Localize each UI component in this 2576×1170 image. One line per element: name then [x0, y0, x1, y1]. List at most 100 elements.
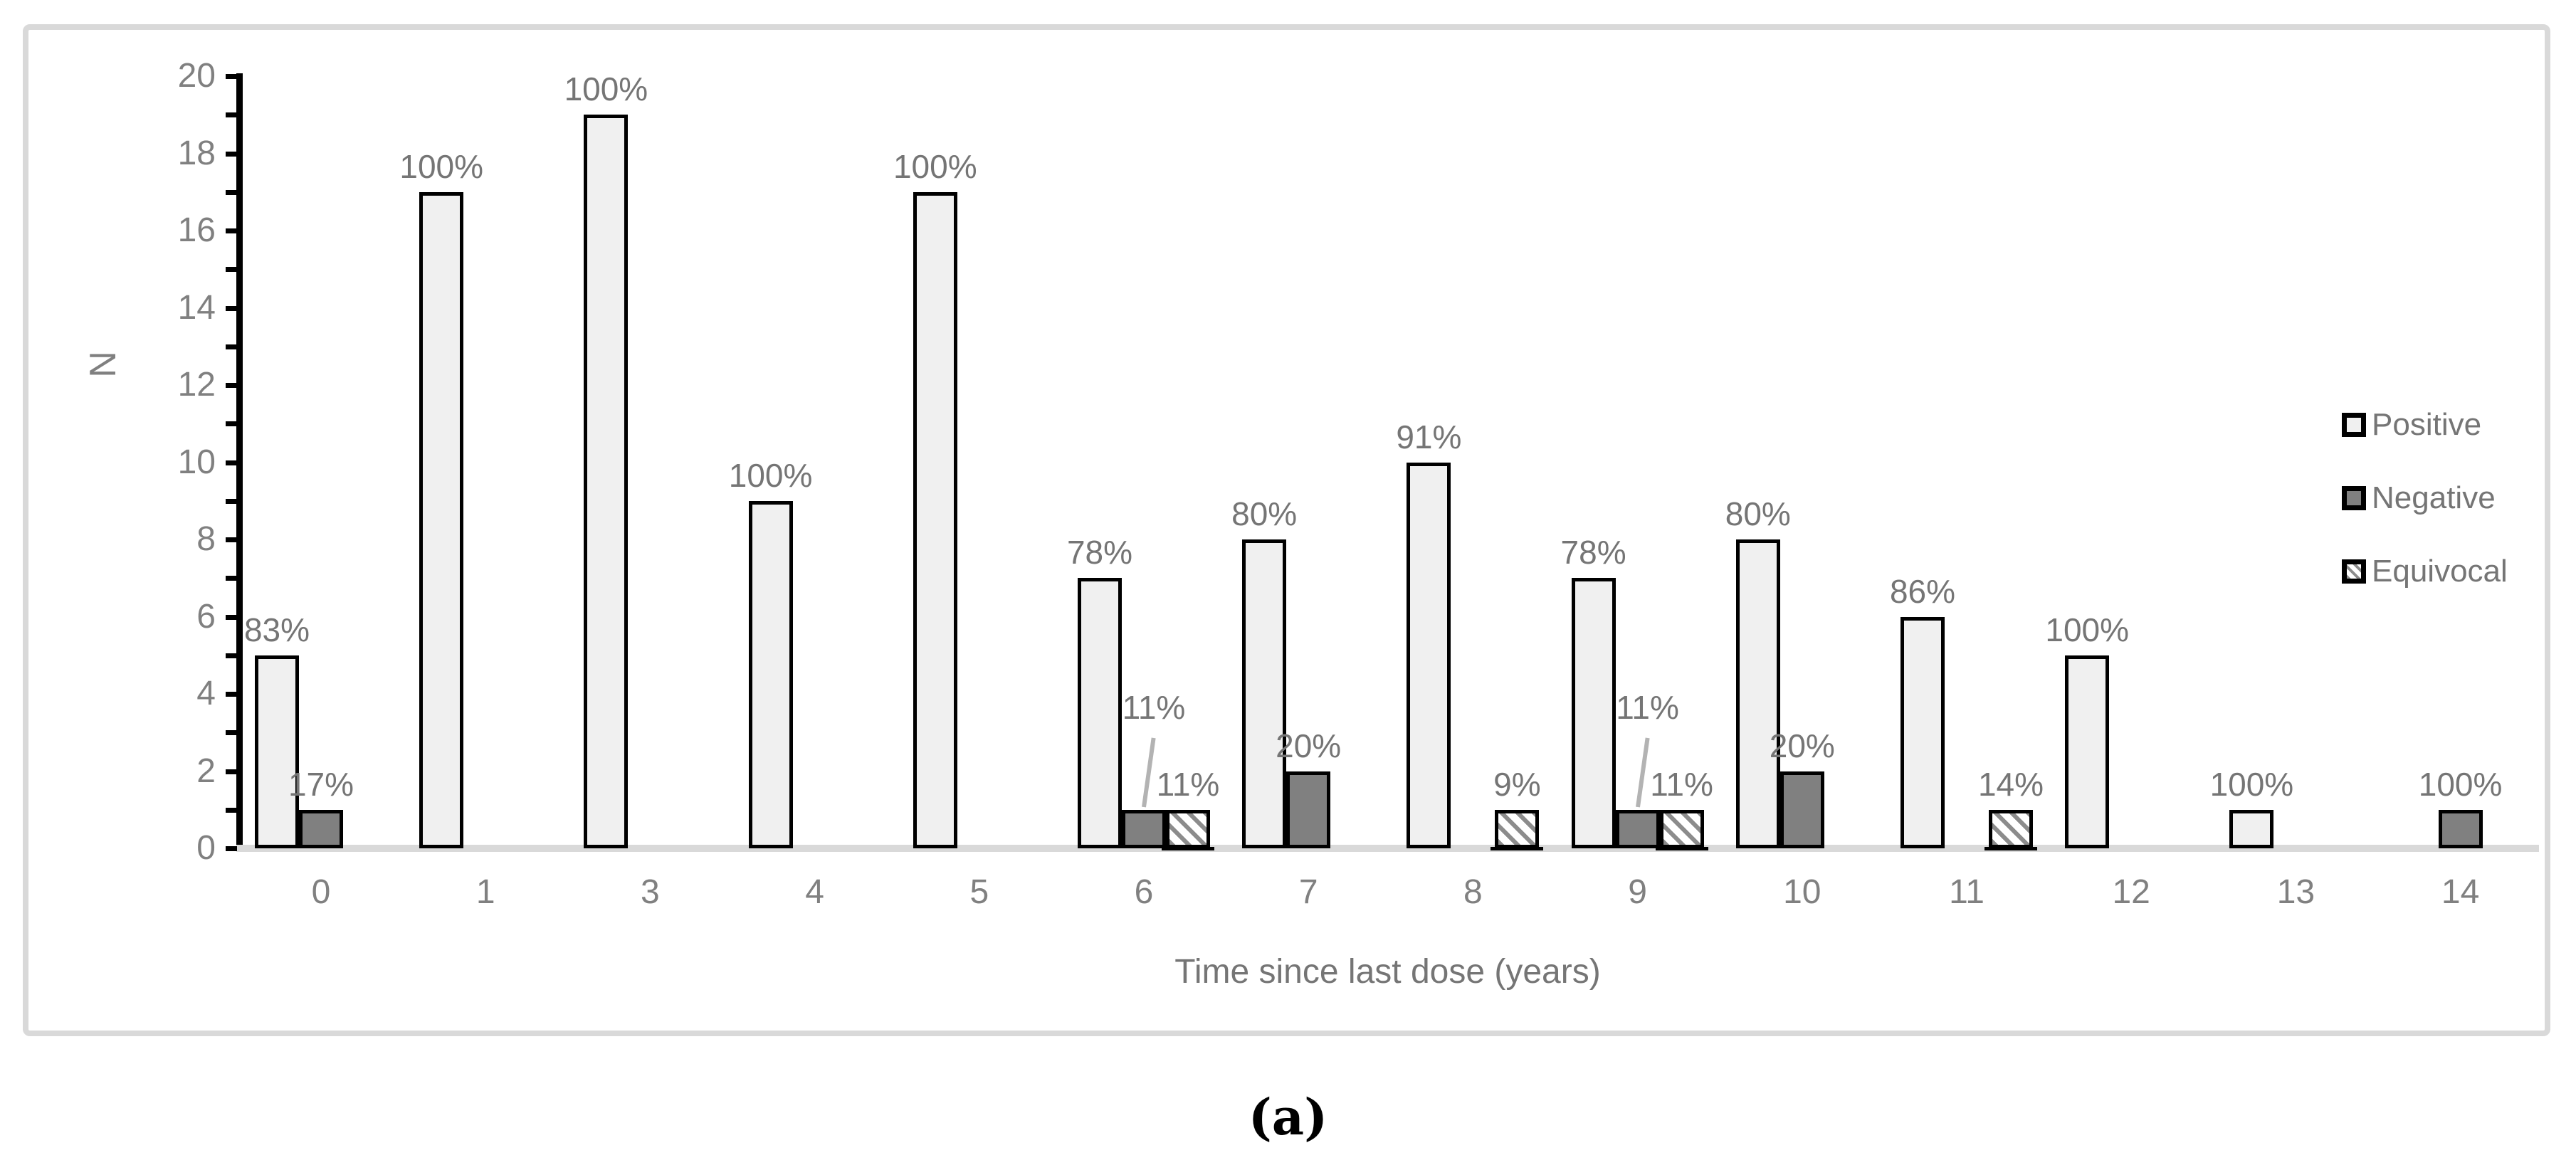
bar-value-label: 80% [1231, 495, 1298, 532]
bar-value-label: 100% [2209, 765, 2294, 803]
bar-value-label: 17% [288, 765, 354, 803]
bar-positive [2065, 655, 2110, 848]
y-tick-label: 10 [177, 443, 216, 481]
bar-value-label: 100% [399, 147, 484, 185]
y-axis-tick [226, 74, 237, 79]
y-axis-tick [226, 807, 237, 813]
figure-caption: (a) [1248, 1087, 1328, 1147]
bar-positive [1571, 578, 1616, 848]
bar-value-label: 20% [1276, 727, 1342, 764]
bar-value-label: 78% [1560, 534, 1626, 571]
bar-value-label: 9% [1493, 765, 1541, 803]
y-tick-label: 14 [177, 288, 216, 327]
y-axis-tick [226, 614, 237, 620]
bar-value-label: 100% [728, 456, 813, 494]
x-tick-label: 6 [1134, 873, 1154, 911]
legend-label: Negative [2372, 480, 2496, 515]
y-tick-label: 16 [177, 211, 216, 249]
x-tick-label: 13 [2276, 873, 2315, 911]
bar-value-label: 78% [1066, 534, 1133, 571]
positive-swatch-icon [2342, 413, 2366, 437]
bar-value-label: 86% [1889, 572, 1956, 610]
x-tick-label: 4 [805, 873, 824, 911]
bar-value-label: 14% [1977, 765, 2044, 803]
bar-positive [1407, 462, 1451, 848]
x-tick-label: 14 [2441, 873, 2480, 911]
x-tick-label: 10 [1783, 873, 1821, 911]
y-axis-tick [226, 305, 237, 311]
bar-positive [1735, 539, 1780, 848]
y-axis-tick [226, 267, 237, 273]
bar-equivocal [1659, 809, 1704, 848]
bar-positive [913, 191, 957, 848]
y-tick-label: 4 [196, 675, 216, 712]
bar-value-label: 20% [1769, 727, 1835, 764]
y-axis-tick [226, 730, 237, 736]
bar-value-label: 100% [893, 147, 977, 185]
y-axis-tick [226, 537, 237, 542]
bar-negative [299, 809, 343, 848]
x-tick-label: 8 [1463, 873, 1483, 911]
bar-value-label: 11% [1122, 689, 1186, 726]
equivocal-bar-underline [1162, 847, 1214, 850]
y-axis-tick [226, 653, 237, 658]
bar-equivocal [1166, 809, 1210, 848]
legend-label: Equivocal [2372, 554, 2508, 589]
legend-item-negative: Negative [2342, 480, 2496, 515]
bar-positive [1901, 616, 1945, 848]
legend-item-equivocal: Equivocal [2342, 554, 2508, 589]
legend-label: Positive [2372, 407, 2482, 442]
bar-equivocal [1495, 809, 1540, 848]
bar-positive [419, 191, 464, 848]
bar-value-label: 100% [564, 70, 648, 108]
y-tick-label: 20 [177, 57, 216, 95]
equivocal-bar-underline [1984, 847, 2037, 850]
bar-value-label: 91% [1396, 418, 1462, 455]
bar-positive [584, 115, 629, 848]
y-axis-tick [226, 769, 237, 774]
equivocal-bar-underline [1655, 847, 1708, 850]
y-axis-tick [226, 692, 237, 697]
x-tick-label: 3 [641, 873, 660, 911]
bar-negative [1122, 809, 1166, 848]
bar-positive [255, 655, 299, 848]
negative-swatch-icon [2342, 486, 2366, 510]
x-tick-label: 5 [969, 873, 989, 911]
bar-negative [1286, 771, 1331, 848]
bar-value-label: 11% [1156, 765, 1220, 803]
bar-positive [748, 500, 793, 848]
y-axis-tick [226, 846, 237, 851]
y-axis-title: N [83, 351, 124, 378]
bar-value-label: 11% [1616, 689, 1679, 726]
x-tick-label: 12 [2112, 873, 2150, 911]
y-axis-tick [226, 460, 237, 465]
bar-value-label: 11% [1650, 765, 1713, 803]
bar-positive [1078, 578, 1122, 848]
y-axis-tick [226, 151, 237, 157]
y-axis-tick [226, 112, 237, 118]
bar-positive [1242, 539, 1287, 848]
bar-value-label: 100% [2045, 611, 2130, 648]
bar-negative [1779, 771, 1824, 848]
y-axis-tick [226, 498, 237, 504]
y-tick-label: 12 [177, 366, 216, 404]
y-axis-tick [226, 421, 237, 427]
y-axis-tick [226, 344, 237, 349]
y-axis-tick [226, 576, 237, 581]
x-axis-baseline [236, 845, 2539, 852]
x-tick-label: 7 [1298, 873, 1318, 911]
bar-value-label: 80% [1725, 495, 1791, 532]
y-tick-label: 18 [177, 134, 216, 172]
y-axis-tick [226, 228, 237, 233]
bar-equivocal [1989, 809, 2033, 848]
y-tick-label: 2 [196, 752, 216, 790]
y-axis-tick [226, 383, 237, 388]
bar-value-label: 83% [243, 611, 310, 648]
equivocal-bar-underline [1491, 847, 1544, 850]
legend-item-positive: Positive [2342, 407, 2482, 442]
y-tick-label: 6 [196, 597, 216, 636]
x-tick-label: 0 [311, 873, 331, 911]
y-axis-tick [226, 189, 237, 195]
